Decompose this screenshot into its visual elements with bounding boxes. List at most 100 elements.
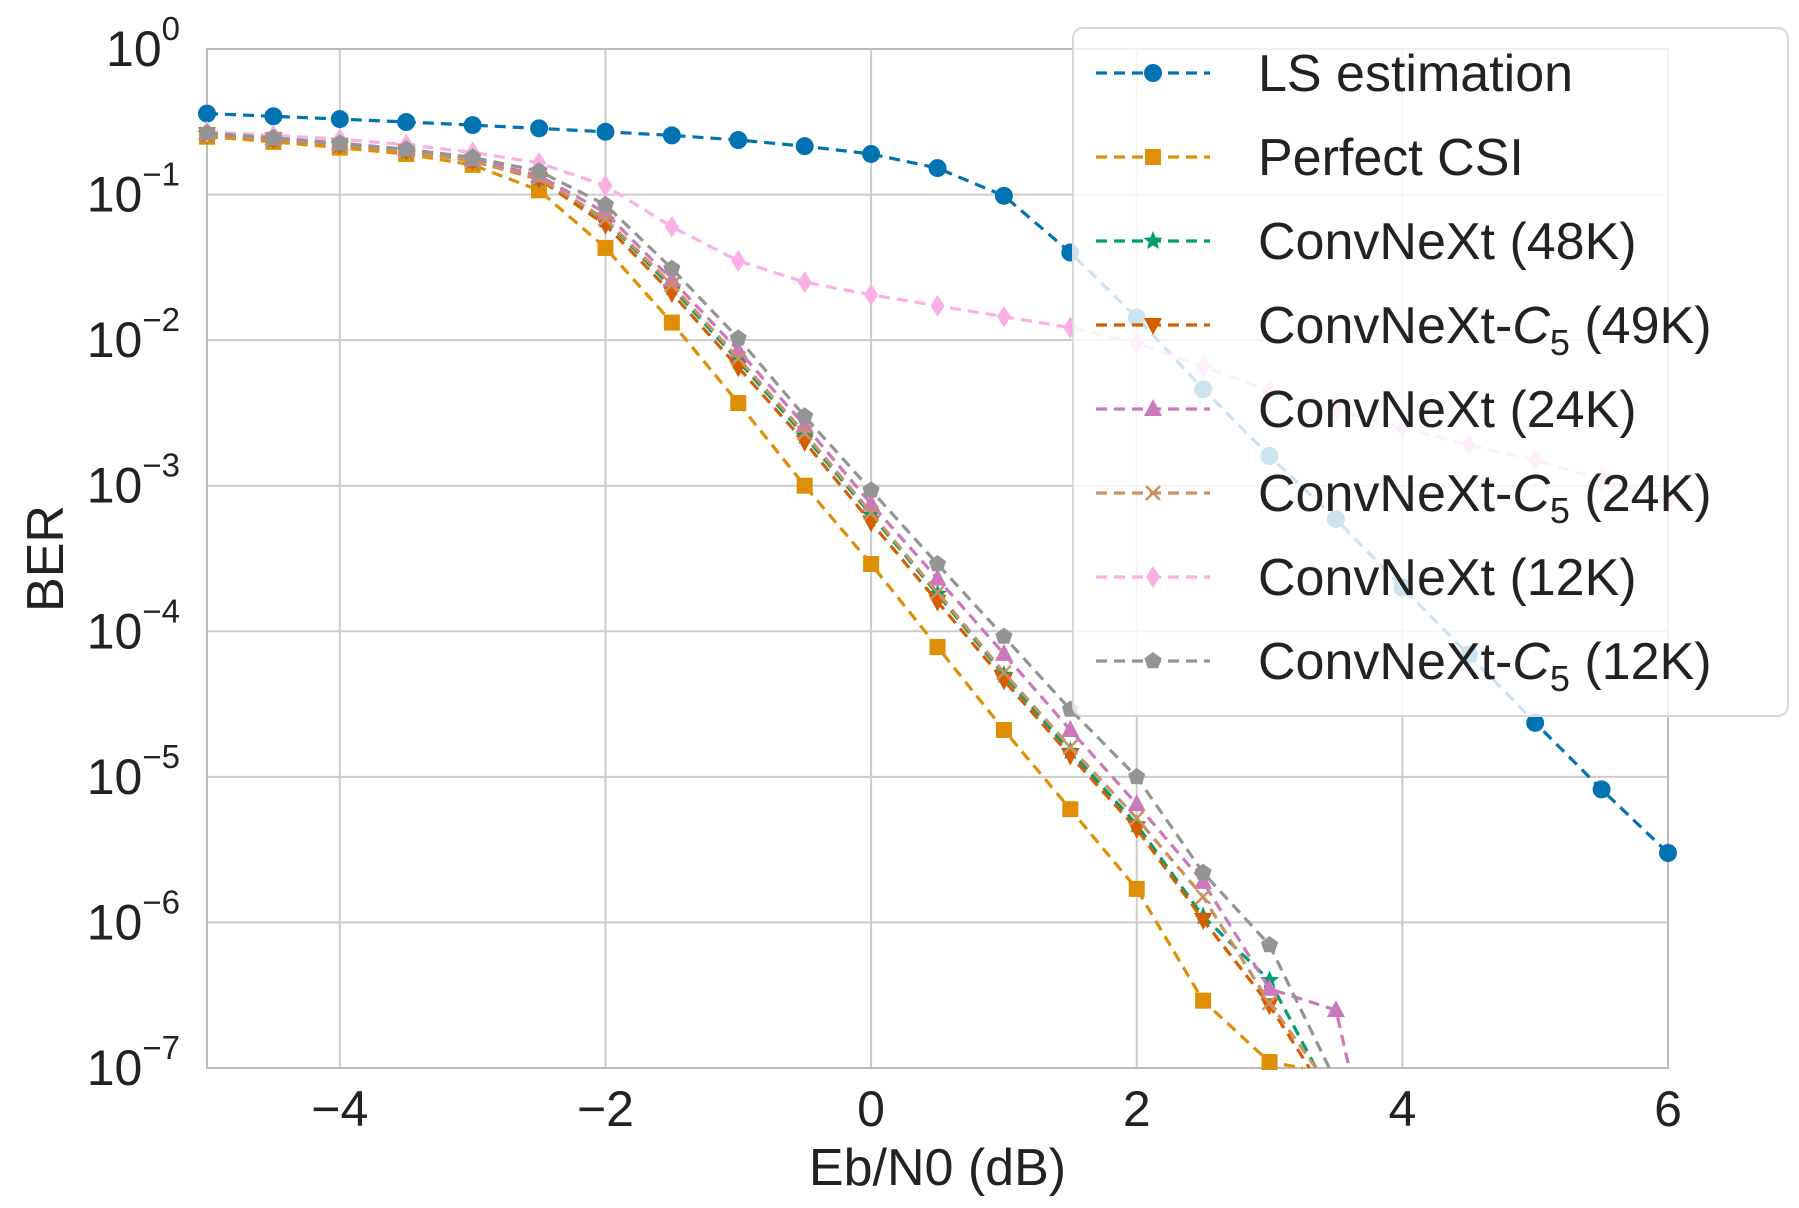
- data-point: [996, 664, 1012, 681]
- data-point: [1194, 912, 1213, 930]
- data-point: [664, 215, 679, 238]
- data-point: [797, 271, 812, 294]
- data-point: [596, 195, 614, 213]
- data-point: [663, 314, 680, 331]
- legend-marker: [1145, 149, 1161, 165]
- data-point: [928, 159, 947, 178]
- data-point: [1127, 794, 1146, 812]
- data-point: [730, 350, 747, 367]
- data-point: [598, 174, 613, 197]
- data-point: [996, 305, 1011, 328]
- legend-entry: Perfect CSI: [1096, 129, 1524, 187]
- data-point: [330, 110, 349, 129]
- data-point: [1128, 880, 1145, 897]
- data-point: [530, 119, 549, 138]
- data-point: [795, 137, 814, 156]
- legend-marker: [1143, 231, 1163, 250]
- legend-label: ConvNeXt-C5 (49K): [1258, 297, 1712, 363]
- x-axis-label: Eb/N0 (dB): [809, 1139, 1066, 1197]
- legend-label: ConvNeXt (24K): [1258, 381, 1637, 439]
- data-point: [994, 186, 1013, 205]
- x-tick-label: −4: [311, 1081, 368, 1137]
- data-point: [1326, 1000, 1345, 1018]
- data-point: [531, 182, 548, 199]
- legend-label: LS estimation: [1258, 45, 1573, 103]
- data-point: [1128, 767, 1146, 785]
- legend-label: Perfect CSI: [1258, 129, 1524, 187]
- data-point: [1061, 719, 1080, 737]
- y-axis-ticks: 100 10−1 10−2 10−3 10−4 10−5 10−6 10−7: [87, 10, 180, 1096]
- data-point: [1261, 1053, 1278, 1070]
- x-tick-label: 4: [1388, 1081, 1416, 1137]
- legend-marker: [1146, 566, 1160, 588]
- data-point: [1062, 801, 1079, 818]
- data-point: [729, 329, 747, 346]
- legend-entry: ConvNeXt (24K): [1096, 381, 1637, 439]
- data-point: [397, 140, 415, 157]
- data-point: [1195, 888, 1212, 905]
- data-point: [1261, 936, 1279, 953]
- data-point: [1260, 998, 1279, 1016]
- legend-entry: ConvNeXt-C5 (12K): [1096, 633, 1712, 699]
- data-point: [1260, 978, 1279, 996]
- y-tick-label: 10−5: [87, 738, 180, 805]
- data-point: [198, 124, 216, 141]
- y-axis-label: BER: [17, 505, 75, 612]
- data-point: [1062, 739, 1079, 756]
- data-point: [928, 568, 947, 586]
- data-point: [864, 283, 879, 306]
- y-tick-label: 10−4: [87, 592, 180, 659]
- data-point: [1526, 713, 1545, 732]
- data-point: [863, 555, 880, 572]
- legend-box: [1072, 27, 1789, 717]
- data-point: [994, 643, 1013, 661]
- data-point: [863, 505, 879, 521]
- data-point: [930, 294, 945, 317]
- data-point: [662, 126, 681, 145]
- y-tick-label: 10−1: [87, 156, 180, 223]
- data-point: [331, 134, 349, 151]
- data-point: [730, 395, 747, 412]
- legend-entry: ConvNeXt (12K): [1096, 549, 1637, 607]
- data-point: [662, 269, 681, 287]
- series-7: [198, 124, 1331, 1069]
- data-point: [1194, 871, 1213, 889]
- legend-entry: LS estimation: [1096, 45, 1573, 103]
- series-line: [206, 131, 1331, 1069]
- data-point: [198, 104, 216, 123]
- x-tick-label: −2: [577, 1081, 634, 1137]
- data-point: [928, 555, 947, 572]
- data-point: [929, 638, 946, 655]
- data-point: [663, 259, 681, 276]
- data-point: [1061, 748, 1080, 766]
- y-tick-label: 10−7: [87, 1029, 180, 1096]
- data-point: [397, 113, 416, 132]
- y-tick-label: 10−2: [87, 301, 180, 368]
- legend-marker: [1144, 652, 1162, 669]
- data-point: [796, 425, 813, 441]
- legend-label: ConvNeXt (48K): [1258, 213, 1637, 271]
- y-tick-label: 10−6: [87, 883, 180, 950]
- legend-label: ConvNeXt (12K): [1258, 549, 1637, 607]
- legend-marker: [1144, 318, 1162, 335]
- data-point: [597, 211, 614, 227]
- x-axis-ticks: −4 −2 0 2 4 6: [311, 1081, 1682, 1137]
- data-point: [596, 122, 615, 141]
- data-point: [1128, 810, 1145, 827]
- data-point: [597, 239, 614, 256]
- legend-label: ConvNeXt-C5 (24K): [1258, 465, 1712, 531]
- data-point: [464, 148, 482, 165]
- data-point: [1195, 992, 1212, 1009]
- legend-label: ConvNeXt-C5 (12K): [1258, 633, 1712, 699]
- x-tick-label: 2: [1123, 1081, 1151, 1137]
- data-point: [862, 481, 880, 498]
- data-point: [662, 286, 681, 304]
- x-tick-label: 0: [857, 1081, 885, 1137]
- legend-marker: [1144, 399, 1162, 416]
- legend-entry: ConvNeXt-C5 (24K): [1096, 465, 1712, 531]
- legend-entry: ConvNeXt (48K): [1096, 213, 1637, 271]
- y-tick-label: 100: [106, 10, 180, 77]
- data-point: [995, 627, 1013, 644]
